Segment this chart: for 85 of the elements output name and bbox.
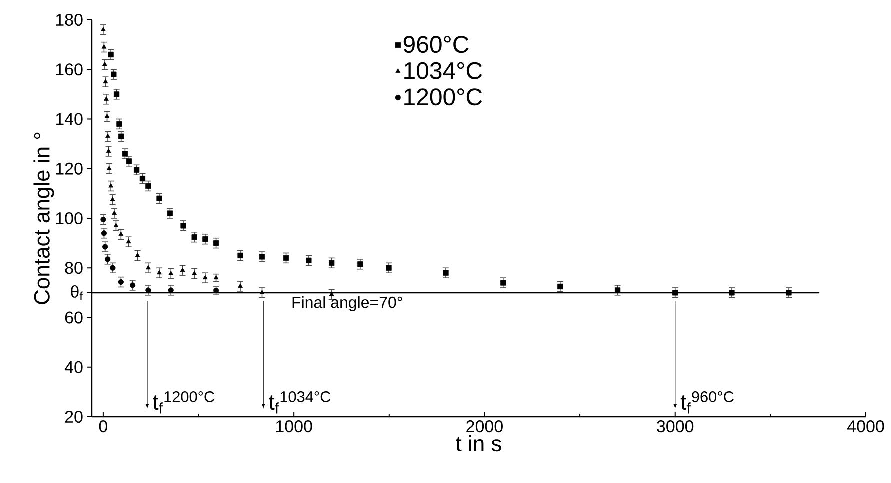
point <box>101 230 108 236</box>
point <box>105 256 111 262</box>
point <box>156 196 162 202</box>
point <box>558 284 564 290</box>
point <box>103 79 108 84</box>
point <box>214 240 220 246</box>
legend-label: 1200°C <box>404 88 482 106</box>
point <box>106 134 110 138</box>
point <box>110 265 116 271</box>
point <box>358 262 364 268</box>
point <box>118 134 124 140</box>
legend-label: 960°C <box>404 36 469 54</box>
y-tick-label: 20 <box>65 410 83 424</box>
x-tick-label: 1000 <box>276 420 312 433</box>
point <box>108 52 114 58</box>
y-tick-label: 180 <box>56 14 83 26</box>
y-tick-label: θ$_{f}$ <box>71 285 83 300</box>
point <box>108 183 114 188</box>
point <box>260 290 265 294</box>
ref-line-label: t$_{f}$960°C <box>680 392 734 414</box>
point <box>180 268 186 272</box>
point <box>112 210 117 216</box>
x-tick-label: 2000 <box>466 420 503 433</box>
point <box>135 252 140 258</box>
y-tick-label: 160 <box>56 64 83 76</box>
point <box>126 158 132 164</box>
point <box>443 270 449 276</box>
point <box>102 62 108 66</box>
point <box>329 292 334 296</box>
point <box>786 290 792 296</box>
point <box>672 290 678 296</box>
point <box>386 265 392 271</box>
point <box>146 183 152 190</box>
y-tick-label: 100 <box>56 212 83 225</box>
point <box>114 223 119 228</box>
y-tick-label: 40 <box>64 361 83 374</box>
y-tick-label: 140 <box>56 113 83 126</box>
y-tick-label: 120 <box>56 162 83 175</box>
point <box>100 27 106 32</box>
point <box>729 290 735 296</box>
point <box>500 280 506 286</box>
point <box>146 265 151 270</box>
point <box>238 252 244 259</box>
x-tick-label: 0 <box>99 420 108 433</box>
point <box>192 271 198 276</box>
point <box>283 255 290 261</box>
point <box>102 244 108 250</box>
point <box>202 236 208 242</box>
point <box>202 275 208 280</box>
point <box>192 234 198 240</box>
point <box>329 260 335 266</box>
point <box>111 72 117 78</box>
point <box>102 44 107 49</box>
point <box>168 271 174 276</box>
point <box>110 197 116 202</box>
point <box>116 121 122 128</box>
point <box>126 239 132 244</box>
point <box>140 176 146 182</box>
point <box>180 223 186 229</box>
point <box>306 258 312 264</box>
point <box>130 282 136 288</box>
legend-label: 1034°C <box>404 62 482 80</box>
ref-line-label: t$_{f}$1200°C <box>153 392 215 414</box>
ref-line-label: Final angle=70° <box>292 296 402 312</box>
point <box>114 92 120 98</box>
y-axis-title: Contact angle in ° <box>34 132 54 304</box>
ref-line-label: t$_{f}$1034°C <box>269 392 331 414</box>
point <box>118 232 124 236</box>
y-tick-label: 80 <box>65 262 83 274</box>
x-axis-title: t in s <box>456 435 502 452</box>
point <box>238 284 243 288</box>
point <box>104 114 110 118</box>
point <box>122 151 128 157</box>
y-tick-label: 60 <box>65 312 83 324</box>
point <box>104 96 109 101</box>
point <box>106 148 112 154</box>
point <box>100 216 106 223</box>
point <box>167 210 173 216</box>
point <box>259 254 266 260</box>
point <box>118 279 124 286</box>
point <box>134 167 140 173</box>
point <box>106 166 112 170</box>
x-tick-label: 3000 <box>657 420 694 433</box>
point <box>157 270 162 275</box>
x-tick-label: 4000 <box>847 420 884 433</box>
